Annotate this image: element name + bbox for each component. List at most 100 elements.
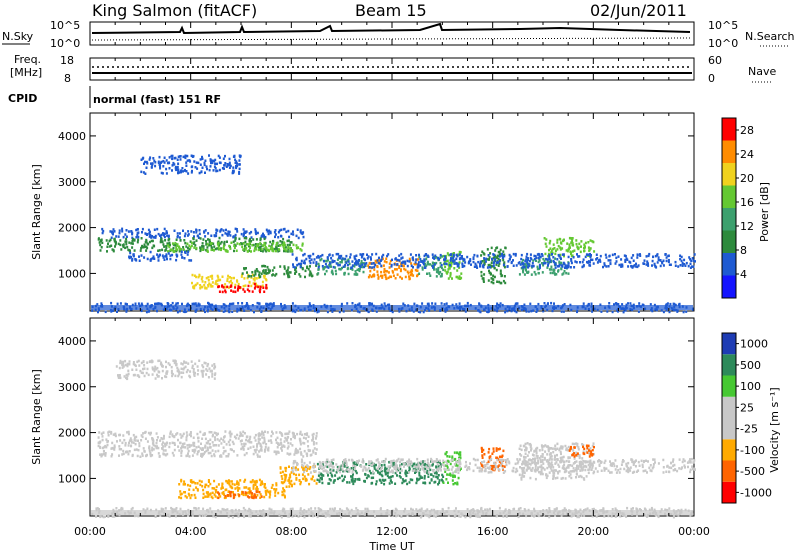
data-cell [281, 490, 284, 494]
data-cell [129, 437, 132, 440]
data-cell [149, 259, 152, 262]
data-cell [374, 259, 377, 263]
data-cell [416, 274, 418, 278]
data-cell [399, 465, 402, 468]
data-cell [441, 473, 444, 477]
data-cell [547, 449, 550, 453]
data-cell [511, 469, 514, 473]
data-cell [559, 450, 562, 454]
data-cell [599, 260, 602, 263]
data-cell [538, 449, 541, 452]
data-cell [388, 482, 391, 485]
data-cell [226, 234, 229, 237]
data-cell [224, 286, 227, 289]
data-cell [330, 256, 333, 260]
data-cell [217, 279, 220, 282]
data-cell [203, 161, 206, 165]
data-cell [582, 443, 585, 447]
data-cell [458, 275, 461, 278]
data-cell [234, 436, 237, 440]
data-cell [281, 240, 284, 244]
data-cell [518, 458, 521, 461]
data-cell [170, 249, 173, 252]
data-cell [365, 468, 367, 472]
data-cell [391, 470, 394, 473]
data-cell [552, 466, 555, 469]
data-cell [390, 481, 393, 484]
data-cell [169, 248, 172, 251]
data-cell [535, 451, 538, 454]
data-cell [114, 245, 116, 248]
data-cell [203, 361, 206, 365]
data-cell [259, 442, 262, 446]
data-cell [135, 448, 138, 451]
data-cell [113, 230, 116, 233]
data-cell [533, 449, 536, 453]
data-cell [665, 309, 668, 312]
data-cell [569, 470, 572, 473]
data-cell [566, 249, 569, 253]
data-cell [449, 259, 452, 262]
data-cell [220, 247, 222, 250]
freq-label-1: Freq. [14, 53, 41, 66]
data-cell [176, 235, 179, 239]
data-cell [498, 464, 501, 467]
data-cell [97, 444, 100, 448]
data-cell [156, 253, 159, 256]
data-cell [355, 262, 358, 265]
data-cell [477, 260, 480, 264]
data-cell [208, 282, 211, 285]
data-cell [203, 451, 206, 454]
data-cell [418, 474, 421, 477]
data-cell [451, 457, 454, 460]
data-cell [560, 452, 562, 456]
data-cell [523, 471, 526, 475]
data-cell [167, 362, 170, 365]
data-cell [507, 260, 510, 263]
data-cell [250, 480, 253, 484]
data-cell [615, 260, 618, 263]
data-cell [494, 249, 497, 252]
data-cell [432, 262, 435, 265]
data-cell [257, 248, 260, 252]
data-cell [308, 461, 311, 464]
data-cell [536, 446, 539, 450]
station-title: King Salmon (fitACF) [92, 1, 257, 20]
data-cell [243, 249, 246, 252]
data-cell [291, 249, 294, 252]
data-cell [322, 268, 325, 271]
data-cell [276, 446, 279, 449]
data-cell [252, 277, 255, 281]
data-cell [186, 483, 189, 487]
data-cell [228, 157, 231, 161]
data-cell [539, 266, 541, 269]
data-cell [439, 309, 442, 312]
data-cell [269, 439, 272, 442]
data-cell [613, 303, 615, 306]
data-cell [469, 462, 471, 465]
data-cell [302, 253, 305, 257]
data-cell [559, 238, 562, 241]
data-cell [260, 272, 263, 275]
data-cell [302, 441, 305, 445]
data-cell [526, 252, 529, 256]
data-cell [266, 302, 269, 306]
data-cell [437, 474, 440, 477]
data-cell [452, 254, 455, 258]
data-cell [211, 274, 214, 278]
data-cell [417, 264, 420, 267]
data-cell [445, 302, 448, 305]
data-cell [448, 267, 451, 270]
data-cell [404, 469, 407, 473]
data-cell [616, 309, 619, 312]
data-cell [429, 468, 432, 472]
data-cell [327, 266, 330, 269]
data-cell [512, 264, 515, 267]
data-cell [326, 465, 329, 469]
data-cell [172, 250, 175, 253]
data-cell [684, 264, 687, 267]
data-cell [375, 468, 378, 472]
colorbar-segment [722, 230, 736, 253]
data-cell [245, 493, 247, 497]
data-cell [587, 261, 590, 264]
